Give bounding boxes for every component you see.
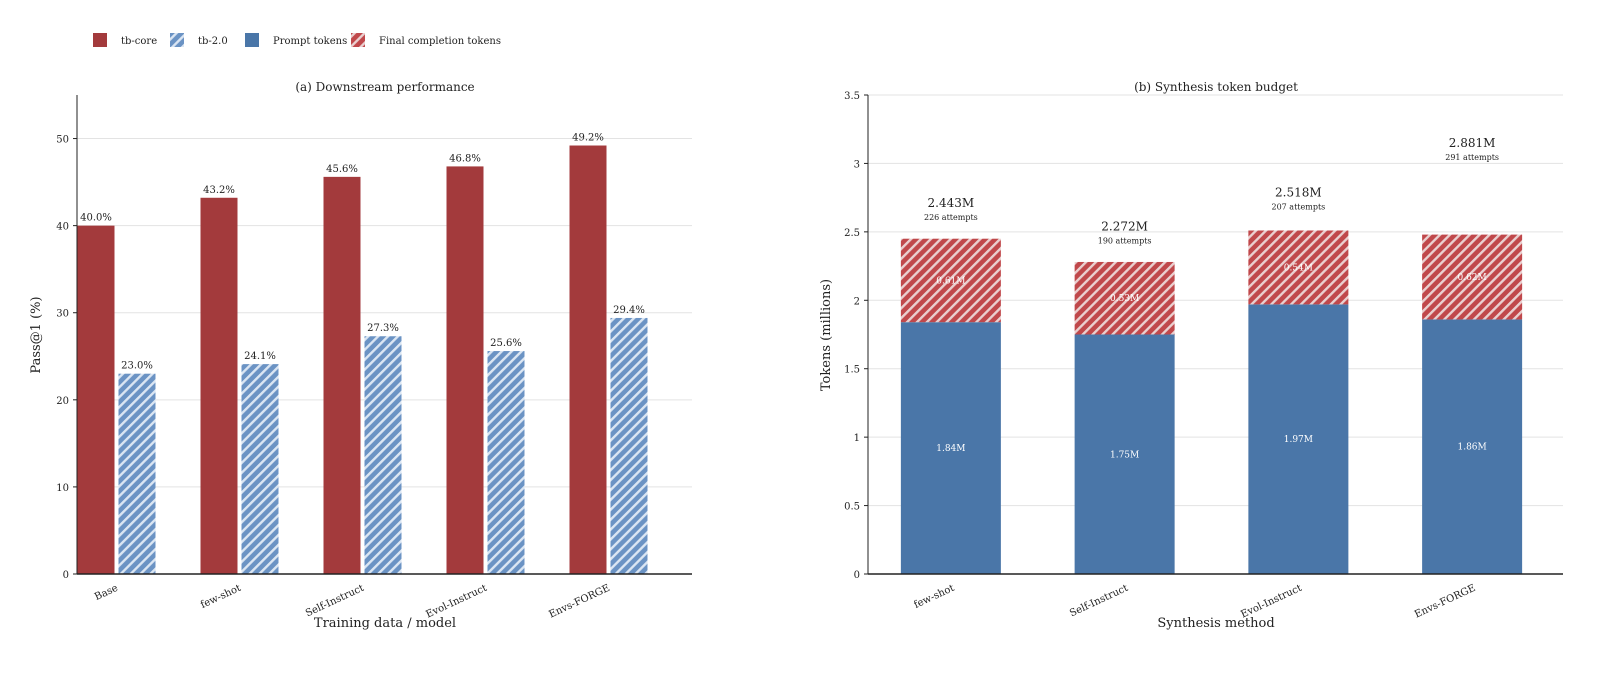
total-label: 2.272M bbox=[1101, 219, 1148, 233]
attempts-label: 207 attempts bbox=[1271, 202, 1325, 211]
y-tick-label: 20 bbox=[56, 396, 69, 407]
segment-label: 0.62M bbox=[1457, 273, 1486, 283]
bar-prompt-few-shot bbox=[900, 322, 1001, 574]
y-tick-label: 30 bbox=[56, 309, 69, 320]
x-tick-label: Evol-Instruct bbox=[1239, 583, 1303, 621]
data-label: 49.2% bbox=[572, 133, 604, 144]
attempts-label: 226 attempts bbox=[924, 213, 978, 222]
y-tick-label: 0 bbox=[63, 570, 69, 581]
bar-tb-core-few-shot bbox=[200, 197, 238, 574]
y-tick-label: 1 bbox=[854, 433, 860, 444]
segment-label: 1.75M bbox=[1110, 450, 1139, 460]
x-tick-label: Envs-FORGE bbox=[1413, 583, 1477, 621]
bar-tb-2.0-Base bbox=[118, 373, 156, 574]
data-label: 40.0% bbox=[80, 213, 112, 224]
chart-synthesis-token-budget: 0 0.5 1 1.5 2 2.5 3 3.5 1.84M 0.61M 2.443M 226 atte… bbox=[819, 80, 1563, 631]
bar-prompt-Evol-Instruct bbox=[1248, 304, 1349, 574]
y-axis-label: Tokens (millions) bbox=[819, 279, 834, 391]
bar-prompt-Self-Instruct bbox=[1074, 334, 1175, 574]
y-tick-label: 3.5 bbox=[844, 91, 860, 102]
bar-completion-Envs-FORGE bbox=[1422, 234, 1523, 320]
segment-label: 0.54M bbox=[1284, 263, 1313, 273]
x-tick-label: few-shot bbox=[199, 583, 243, 611]
chart-title: (b) Synthesis token budget bbox=[1134, 80, 1298, 94]
y-tick-label: 0.5 bbox=[844, 502, 860, 513]
y-tick-label: 10 bbox=[56, 483, 69, 494]
attempts-label: 291 attempts bbox=[1445, 153, 1499, 162]
bar-completion-Evol-Instruct bbox=[1248, 230, 1349, 305]
chart-downstream-performance: 0 10 20 30 40 50 40.0% 23.0% Base 43.2% 24.1% few-s… bbox=[29, 80, 692, 631]
bar-tb-core-Self-Instruct bbox=[323, 176, 361, 574]
y-tick-label: 0 bbox=[854, 570, 860, 581]
bar-tb-core-Base bbox=[77, 225, 115, 575]
legend-label-3: Final completion tokens bbox=[379, 36, 501, 47]
data-label: 24.1% bbox=[244, 351, 276, 362]
legend-swatch-0 bbox=[93, 33, 107, 47]
legend-swatch-3 bbox=[351, 33, 365, 47]
legend-swatch-2 bbox=[245, 33, 259, 47]
x-tick-label: Envs-FORGE bbox=[547, 583, 611, 621]
bar-tb-2.0-Envs-FORGE bbox=[610, 317, 648, 574]
y-tick-label: 50 bbox=[56, 135, 69, 146]
x-axis-label: Synthesis method bbox=[1157, 616, 1274, 631]
y-axis-label: Pass@1 (%) bbox=[29, 296, 44, 373]
y-tick-label: 2.5 bbox=[844, 228, 860, 239]
y-tick-label: 2 bbox=[854, 296, 860, 307]
data-label: 45.6% bbox=[326, 164, 358, 175]
total-label: 2.518M bbox=[1275, 185, 1322, 199]
bar-tb-core-Evol-Instruct bbox=[446, 166, 484, 574]
bar-tb-2.0-Self-Instruct bbox=[364, 336, 402, 574]
data-label: 25.6% bbox=[490, 338, 522, 349]
data-label: 46.8% bbox=[449, 153, 481, 164]
total-label: 2.881M bbox=[1449, 136, 1496, 150]
bar-tb-core-Envs-FORGE bbox=[569, 145, 607, 574]
y-tick-label: 3 bbox=[854, 159, 860, 170]
x-tick-label: Base bbox=[93, 583, 120, 603]
attempts-label: 190 attempts bbox=[1098, 236, 1152, 245]
legend-label-2: Prompt tokens bbox=[273, 36, 347, 47]
bar-completion-few-shot bbox=[900, 238, 1001, 323]
x-tick-label: Evol-Instruct bbox=[424, 583, 488, 621]
segment-label: 0.53M bbox=[1110, 294, 1139, 304]
total-label: 2.443M bbox=[928, 196, 975, 210]
bar-tb-2.0-few-shot bbox=[241, 364, 279, 574]
segment-label: 1.97M bbox=[1284, 435, 1313, 445]
legend: tb-core tb-2.0 Prompt tokens Final completi… bbox=[93, 33, 501, 47]
x-tick-label: Self-Instruct bbox=[1068, 583, 1130, 620]
bar-completion-Self-Instruct bbox=[1074, 261, 1175, 335]
data-label: 43.2% bbox=[203, 185, 235, 196]
y-tick-label: 40 bbox=[56, 222, 69, 233]
x-axis-label: Training data / model bbox=[314, 616, 456, 631]
chart-title: (a) Downstream performance bbox=[295, 80, 474, 94]
x-tick-label: few-shot bbox=[912, 583, 956, 611]
y-tick-label: 1.5 bbox=[844, 365, 860, 376]
legend-swatch-1 bbox=[170, 33, 184, 47]
legend-label-0: tb-core bbox=[121, 36, 157, 47]
segment-label: 1.84M bbox=[936, 444, 965, 454]
bar-prompt-Envs-FORGE bbox=[1422, 319, 1523, 574]
legend-label-1: tb-2.0 bbox=[198, 36, 228, 47]
segment-label: 1.86M bbox=[1457, 443, 1486, 453]
data-label: 29.4% bbox=[613, 305, 645, 316]
x-tick-label: Self-Instruct bbox=[304, 583, 366, 620]
data-label: 23.0% bbox=[121, 361, 153, 372]
segment-label: 0.61M bbox=[936, 276, 965, 286]
data-label: 27.3% bbox=[367, 323, 399, 334]
bar-tb-2.0-Evol-Instruct bbox=[487, 351, 525, 574]
